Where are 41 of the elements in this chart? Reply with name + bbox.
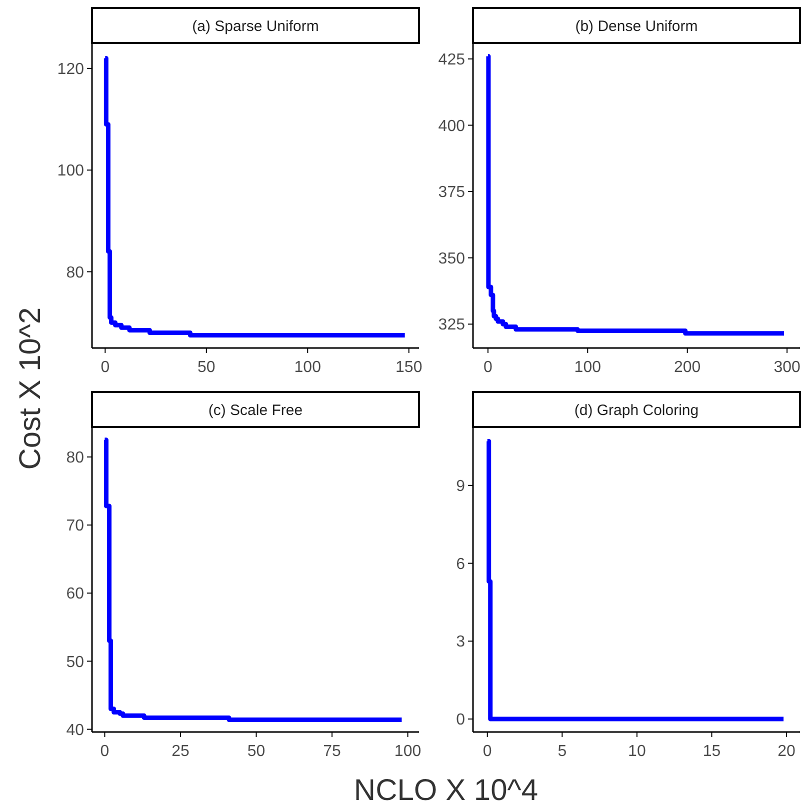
x-tick-label: 75 [323,743,342,760]
x-tick-label: 150 [396,359,422,376]
x-tick-label: 100 [574,359,602,376]
chart-title: (a) Sparse Uniform [192,18,319,35]
x-tick-label: 100 [394,743,422,760]
y-tick-label: 50 [66,654,84,671]
y-tick-label: 80 [66,264,84,282]
chart-title: (d) Graph Coloring [574,402,699,419]
x-tick-label: 0 [100,359,110,376]
x-tick-label: 25 [172,743,190,760]
y-tick-label: 100 [57,162,84,180]
y-tick-label: 3 [456,634,466,651]
y-tick-label: 80 [66,450,84,467]
y-axis-title: Cost X 10^2 [14,307,47,470]
y-tick-label: 350 [438,250,466,268]
x-tick-label: 20 [778,743,796,760]
x-tick-label: 15 [702,743,721,760]
x-tick-label: 50 [198,359,216,376]
x-tick-label: 0 [482,743,492,760]
y-tick-label: 0 [456,712,466,729]
y-tick-label: 425 [438,52,466,69]
y-tick-label: 60 [66,586,84,603]
chart-title: (c) Scale Free [208,402,303,419]
y-tick-label: 120 [57,61,84,78]
x-tick-label: 10 [628,743,646,760]
x-tick-label: 0 [100,743,110,760]
x-tick-label: 5 [558,743,567,760]
y-tick-label: 375 [438,184,466,202]
y-tick-label: 400 [438,118,466,135]
x-tick-label: 200 [674,359,701,376]
y-tick-label: 9 [456,478,466,496]
y-tick-label: 325 [438,316,466,334]
x-axis-title: NCLO X 10^4 [354,774,538,807]
y-tick-label: 70 [66,518,84,535]
x-tick-label: 0 [484,359,492,376]
y-tick-label: 6 [456,556,466,573]
chart-title: (b) Dense Uniform [575,18,698,35]
x-tick-label: 50 [247,743,266,760]
x-tick-label: 100 [294,359,322,376]
x-tick-label: 300 [774,359,800,376]
y-tick-label: 40 [66,722,84,739]
